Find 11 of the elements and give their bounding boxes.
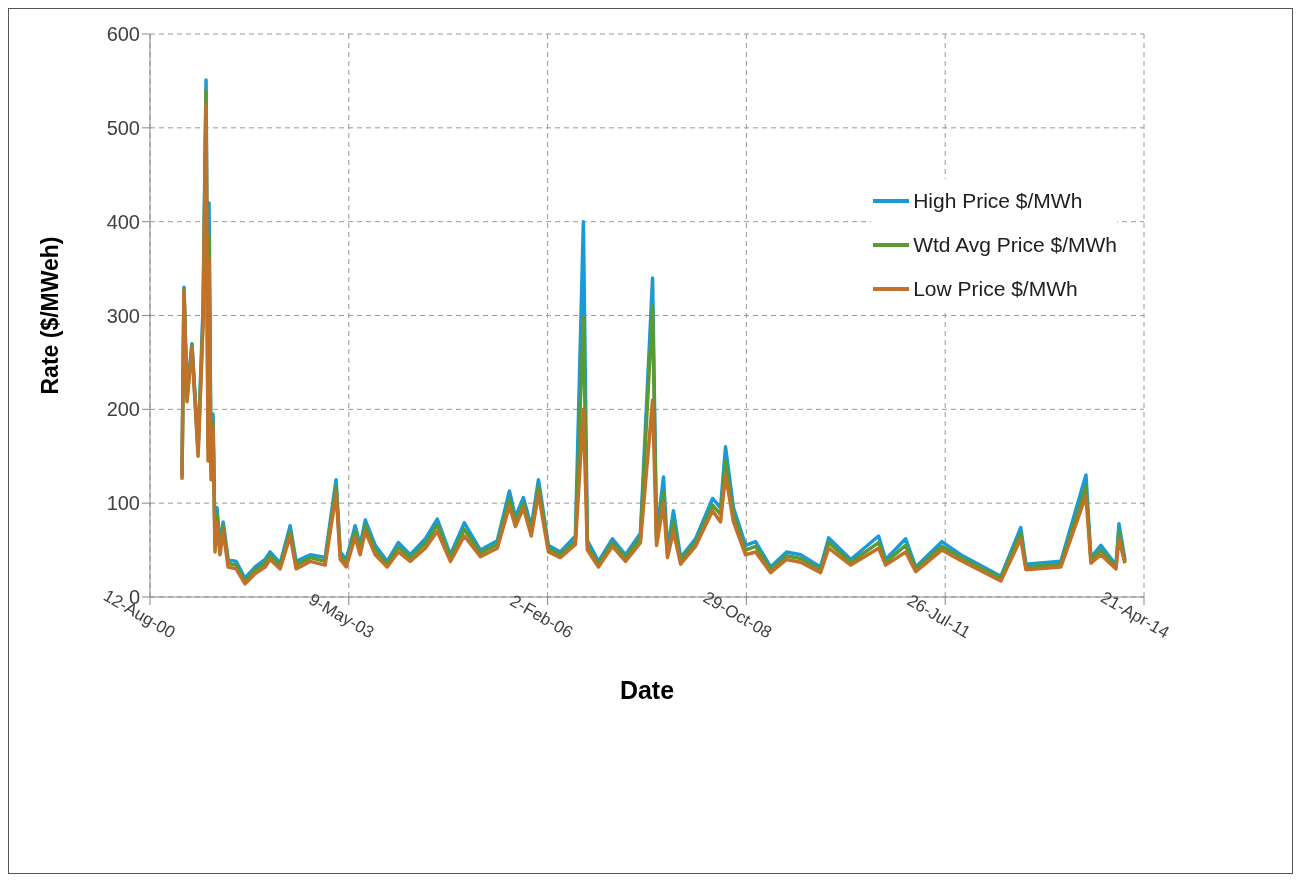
x-axis-title: Date — [619, 676, 675, 704]
y-tick-label: 400 — [106, 210, 140, 233]
y-tick-label: 200 — [106, 398, 140, 421]
legend-label: High Price $/MWh — [913, 189, 1083, 213]
y-tick-label: 300 — [106, 304, 140, 327]
y-tick-label: 100 — [106, 492, 140, 515]
y-tick-label: 600 — [106, 23, 140, 46]
legend-label: Wtd Avg Price $/MWh — [913, 233, 1117, 257]
legend-label: Low Price $/MWh — [913, 277, 1078, 301]
y-tick-label: 500 — [106, 116, 140, 139]
y-axis-title: Rate ($/MWeh) — [37, 236, 64, 395]
